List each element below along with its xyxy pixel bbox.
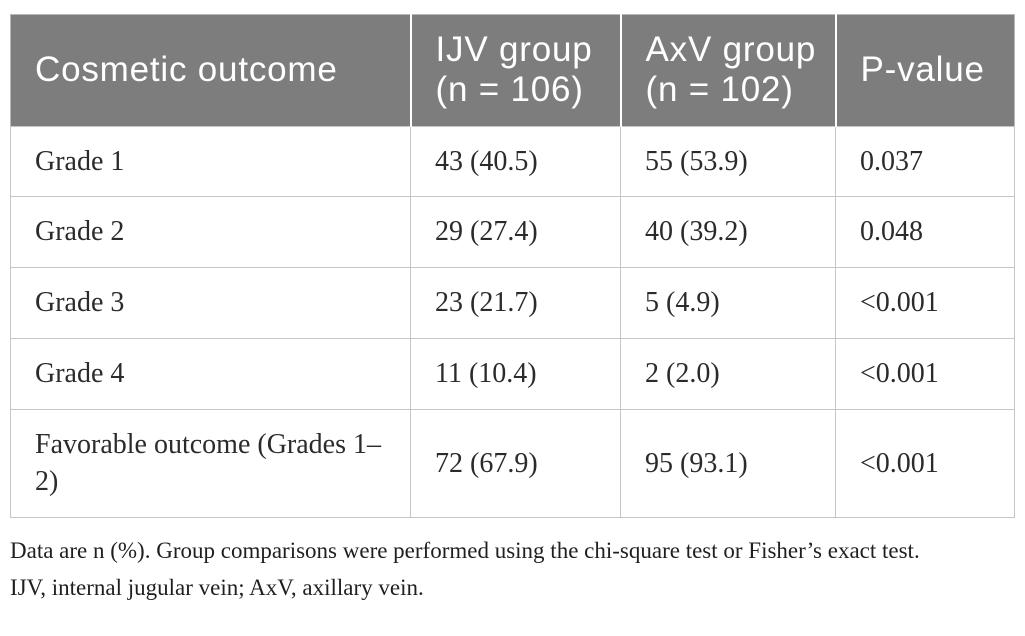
ijv-value: 43 (40.5) <box>410 125 621 198</box>
table-row-favorable-outcome: Favorable outcome (Grades 1–2) 72 (67.9)… <box>10 408 1015 519</box>
axv-value: 55 (53.9) <box>620 125 836 198</box>
table-footnotes: Data are n (%). Group comparisons were p… <box>10 533 1015 606</box>
header-cell-cosmetic-outcome: Cosmetic outcome <box>10 14 411 126</box>
p-value: <0.001 <box>835 267 1015 339</box>
p-value: 0.048 <box>835 196 1015 269</box>
table-row-grade-4: Grade 4 11 (10.4) 2 (2.0) <0.001 <box>10 337 1015 410</box>
row-label: Grade 4 <box>10 337 411 410</box>
header-cell-p-value: P-value <box>834 14 1015 126</box>
p-value: <0.001 <box>835 408 1015 519</box>
axv-value: 95 (93.1) <box>620 408 836 519</box>
row-label: Grade 2 <box>10 196 411 269</box>
cosmetic-outcome-table: Cosmetic outcome IJV group (n = 106) AxV… <box>10 14 1015 519</box>
row-label: Grade 3 <box>10 267 411 339</box>
header-row: Cosmetic outcome IJV group (n = 106) AxV… <box>10 14 1015 126</box>
ijv-value: 72 (67.9) <box>410 408 621 519</box>
axv-value: 40 (39.2) <box>620 196 836 269</box>
axv-value: 5 (4.9) <box>620 267 836 339</box>
table-row-grade-3: Grade 3 23 (21.7) 5 (4.9) <0.001 <box>10 267 1015 339</box>
table-header: Cosmetic outcome IJV group (n = 106) AxV… <box>10 14 1015 126</box>
axv-value: 2 (2.0) <box>620 337 836 410</box>
p-value: <0.001 <box>835 337 1015 410</box>
ijv-value: 23 (21.7) <box>410 267 621 339</box>
header-cell-axv-group: AxV group (n = 102) <box>619 14 836 126</box>
row-label: Grade 1 <box>10 125 411 198</box>
footnote-abbreviations: IJV, internal jugular vein; AxV, axillar… <box>10 574 424 600</box>
row-label: Favorable outcome (Grades 1–2) <box>10 408 411 519</box>
ijv-value: 29 (27.4) <box>410 196 621 269</box>
table-body: Grade 1 43 (40.5) 55 (53.9) 0.037 Grade … <box>10 125 1015 519</box>
table-row-grade-2: Grade 2 29 (27.4) 40 (39.2) 0.048 <box>10 196 1015 269</box>
p-value: 0.037 <box>835 125 1015 198</box>
footnote-data-description: Data are n (%). Group comparisons were p… <box>10 538 920 564</box>
ijv-value: 11 (10.4) <box>410 337 621 410</box>
header-cell-ijv-group: IJV group (n = 106) <box>409 14 621 126</box>
table-row-grade-1: Grade 1 43 (40.5) 55 (53.9) 0.037 <box>10 125 1015 198</box>
